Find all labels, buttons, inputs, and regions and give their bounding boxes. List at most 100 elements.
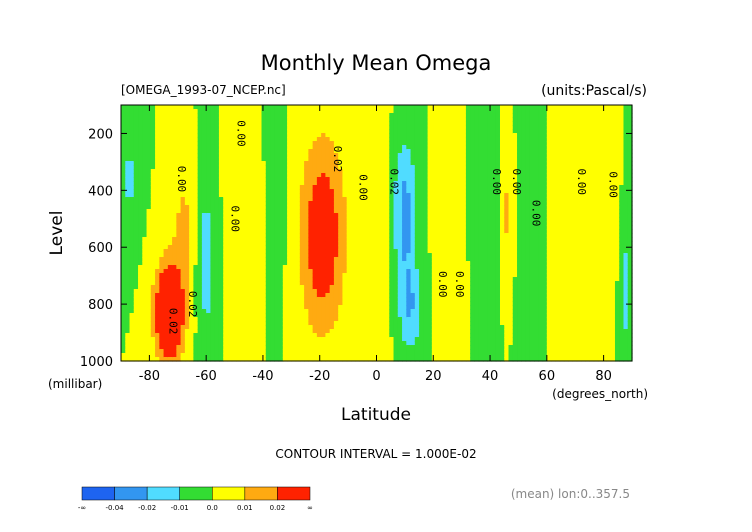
field-cell (248, 161, 254, 166)
field-cell (380, 269, 386, 274)
field-cell (419, 141, 424, 146)
field-cell (423, 297, 429, 302)
field-cell (282, 129, 288, 134)
field-cell (138, 129, 143, 134)
field-cell (367, 153, 373, 158)
field-cell (321, 113, 326, 118)
field-cell (329, 305, 335, 310)
field-cell (380, 181, 386, 186)
field-cell (197, 185, 203, 190)
field-cell (410, 321, 416, 326)
field-cell (189, 273, 194, 278)
field-cell (138, 141, 143, 146)
field-cell (176, 185, 182, 190)
field-cell (184, 193, 190, 198)
field-cell (235, 333, 241, 338)
field-cell (125, 209, 131, 214)
field-cell (197, 233, 203, 238)
field-cell (325, 281, 331, 286)
field-cell (342, 269, 348, 274)
field-cell (380, 329, 386, 334)
field-cell (227, 201, 233, 206)
field-cell (367, 337, 373, 342)
field-cell (308, 329, 314, 334)
field-cell (291, 113, 297, 118)
field-cell (206, 229, 212, 234)
field-cell (193, 245, 199, 250)
field-cell (206, 305, 212, 310)
field-cell (121, 253, 126, 258)
field-cell (393, 169, 399, 174)
field-cell (206, 189, 212, 194)
field-cell (244, 225, 250, 230)
field-cell (227, 145, 233, 150)
field-cell (146, 333, 152, 338)
field-cell (423, 265, 429, 270)
field-cell (227, 109, 233, 114)
field-cell (240, 241, 246, 246)
field-cell (389, 253, 395, 258)
field-cell (299, 357, 305, 362)
field-cell (257, 353, 263, 358)
field-cell (184, 297, 190, 302)
field-cell (406, 129, 412, 134)
field-cell (444, 113, 450, 118)
field-cell (397, 265, 403, 270)
field-cell (410, 221, 416, 226)
field-cell (218, 241, 224, 246)
field-cell (218, 225, 224, 230)
field-cell (333, 245, 339, 250)
field-cell (389, 269, 395, 274)
field-cell (150, 221, 156, 226)
field-cell (201, 105, 207, 110)
field-cell (325, 185, 331, 190)
field-cell (227, 265, 233, 270)
field-cell (419, 253, 424, 258)
field-cell (440, 217, 446, 222)
field-cell (227, 245, 233, 250)
field-cell (295, 157, 301, 162)
field-cell (410, 309, 416, 314)
field-cell (342, 281, 348, 286)
field-cell (210, 173, 216, 178)
field-cell (402, 345, 407, 350)
field-cell (346, 357, 352, 362)
field-cell (180, 169, 186, 174)
field-cell (129, 193, 135, 198)
field-cell (180, 357, 186, 362)
field-cell (274, 305, 280, 310)
field-cell (265, 305, 271, 310)
field-cell (299, 129, 305, 134)
field-cell (189, 141, 194, 146)
field-cell (253, 289, 258, 294)
field-cell (393, 273, 399, 278)
field-cell (363, 217, 369, 222)
field-cell (270, 169, 275, 174)
field-cell (410, 157, 416, 162)
field-cell (231, 153, 237, 158)
field-cell (201, 229, 207, 234)
field-cell (342, 341, 348, 346)
field-cell (389, 117, 395, 122)
field-cell (176, 117, 182, 122)
field-cell (278, 313, 284, 318)
field-cell (406, 261, 412, 266)
field-cell (346, 201, 352, 206)
field-cell (253, 225, 258, 230)
field-cell (393, 349, 399, 354)
field-cell (376, 333, 382, 338)
field-cell (261, 345, 267, 350)
field-cell (210, 133, 216, 138)
field-cell (299, 309, 305, 314)
field-cell (257, 261, 263, 266)
field-cell (265, 329, 271, 334)
field-cell (338, 217, 344, 222)
field-cell (206, 297, 212, 302)
field-cell (295, 141, 301, 146)
field-cell (227, 321, 233, 326)
field-cell (159, 253, 165, 258)
field-cell (291, 293, 297, 298)
field-cell (423, 125, 429, 130)
field-cell (316, 161, 322, 166)
field-cell (150, 201, 156, 206)
